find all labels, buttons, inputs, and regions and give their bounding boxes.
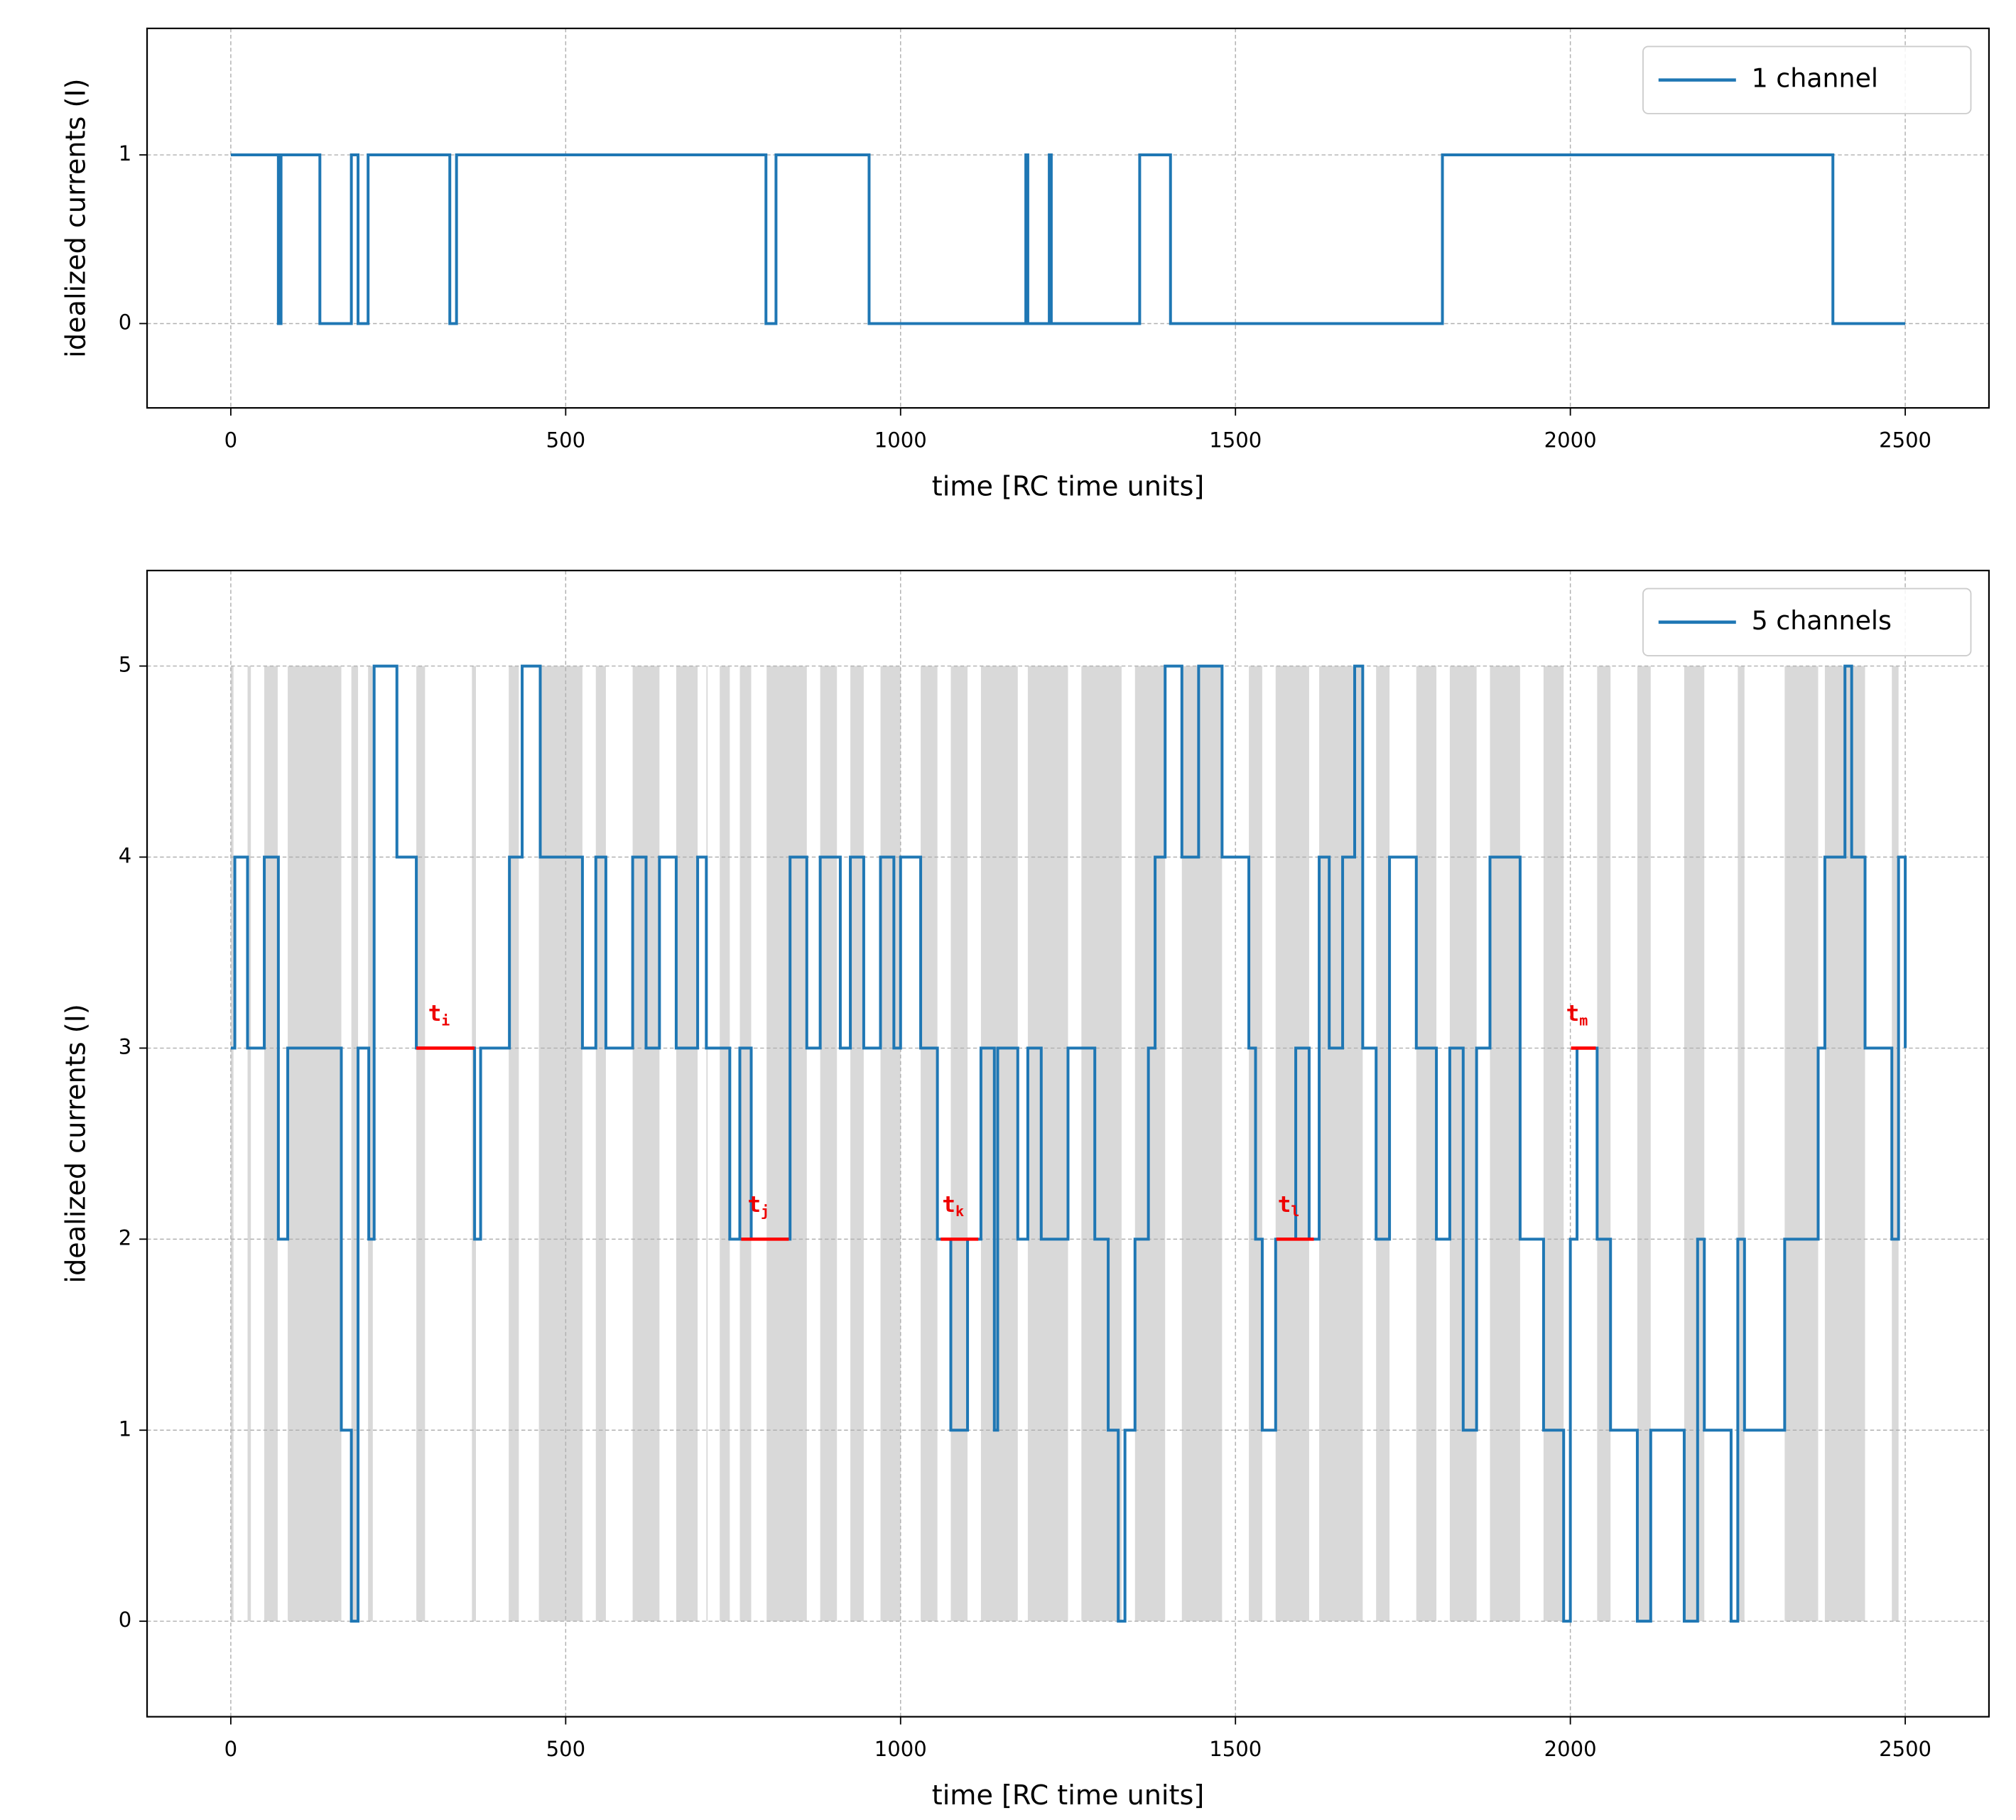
step-line	[230, 153, 1906, 325]
shaded-band	[1490, 666, 1520, 1622]
shaded-band	[1784, 666, 1819, 1622]
shaded-band	[1275, 666, 1309, 1622]
shaded-band	[850, 666, 864, 1622]
shaded-band	[880, 666, 901, 1622]
x-tick-label: 2500	[1879, 428, 1931, 452]
x-axis-label: time [RC time units]	[932, 470, 1204, 502]
legend-box	[1642, 587, 1972, 656]
shaded-band	[538, 666, 582, 1622]
x-tick-label: 2000	[1544, 428, 1597, 452]
shaded-band	[509, 666, 519, 1622]
annotation-sub: k	[955, 1203, 964, 1220]
shaded-band	[1637, 666, 1651, 1622]
shaded-band	[720, 666, 730, 1622]
annotation-sub: j	[761, 1203, 769, 1220]
shaded-band	[1543, 666, 1564, 1622]
annotation-label: tj	[747, 1192, 769, 1220]
annotation-text: t	[428, 1001, 442, 1027]
shaded-band	[950, 666, 968, 1622]
shaded-band	[1134, 666, 1166, 1622]
y-tick-label: 3	[119, 1034, 132, 1058]
annotation-label: tm	[1566, 1001, 1588, 1029]
axes-frame	[146, 27, 1990, 409]
y-axis-label: idealized currents (I)	[60, 1004, 91, 1283]
x-tick-label: 1500	[1209, 428, 1262, 452]
shaded-band	[1738, 666, 1745, 1622]
shaded-band	[416, 666, 426, 1622]
legend-label: 5 channels	[1752, 605, 1892, 636]
shaded-band	[1081, 666, 1122, 1622]
shaded-band	[351, 666, 359, 1622]
shaded-band	[921, 666, 938, 1622]
x-axis-label: time [RC time units]	[932, 1780, 1204, 1811]
x-tick-label: 2500	[1879, 1737, 1931, 1761]
annotation-sub: i	[441, 1012, 450, 1029]
y-tick-label: 5	[119, 653, 132, 677]
annotation-text: t	[1278, 1192, 1291, 1218]
annotation-label: tk	[942, 1192, 964, 1220]
annotation-sub: m	[1579, 1012, 1588, 1029]
x-tick-label: 0	[224, 428, 238, 452]
axes: 0 500 1000 1500 2000 2500 0 1 time [RC time unit…	[60, 27, 1990, 502]
x-tick-label: 0	[224, 1737, 238, 1761]
shaded-band	[595, 666, 606, 1622]
annotation-label: tl	[1278, 1192, 1300, 1220]
shaded-band	[706, 666, 708, 1622]
shaded-band	[264, 666, 278, 1622]
shaded-band	[632, 666, 660, 1622]
shaded-band	[1181, 666, 1223, 1622]
y-tick-label: 0	[119, 310, 132, 334]
y-tick-label: 4	[119, 844, 132, 868]
y-tick-label: 1	[119, 141, 132, 166]
x-tick-label: 2000	[1544, 1737, 1597, 1761]
shaded-band	[1597, 666, 1611, 1622]
shaded-band	[980, 666, 1018, 1622]
shaded-band	[1319, 666, 1363, 1622]
shaded-band	[230, 666, 234, 1622]
x-tick-label: 1500	[1209, 1737, 1262, 1761]
x-tick-label: 1000	[874, 428, 927, 452]
annotation-text: t	[942, 1192, 955, 1218]
annotation-text: t	[1566, 1001, 1580, 1027]
axes-frame	[146, 570, 1990, 1718]
x-tick-label: 500	[546, 1737, 585, 1761]
shaded-band	[368, 666, 373, 1622]
shaded-band	[288, 666, 342, 1622]
legend-label: 1 channel	[1752, 63, 1878, 94]
shaded-band	[676, 666, 698, 1622]
annotation-text: t	[747, 1192, 761, 1218]
annotation-label: ti	[428, 1001, 450, 1029]
y-axis-label: idealized currents (I)	[60, 78, 91, 357]
x-tick-label: 500	[546, 428, 585, 452]
shaded-band	[766, 666, 807, 1622]
shaded-band	[1376, 666, 1390, 1622]
shaded-band	[1027, 666, 1068, 1622]
step-line	[230, 664, 1907, 1623]
annotation-sub: l	[1291, 1203, 1299, 1220]
legend-box	[1642, 45, 1972, 114]
x-tick-label: 1000	[874, 1737, 927, 1761]
shaded-band	[739, 666, 752, 1622]
y-tick-label: 2	[119, 1225, 132, 1250]
shaded-band	[820, 666, 838, 1622]
y-tick-label: 1	[119, 1417, 132, 1441]
shaded-band	[247, 666, 251, 1622]
shaded-band	[1684, 666, 1705, 1622]
y-tick-label: 0	[119, 1608, 132, 1632]
shaded-band	[1892, 666, 1899, 1622]
shaded-band	[1416, 666, 1437, 1622]
